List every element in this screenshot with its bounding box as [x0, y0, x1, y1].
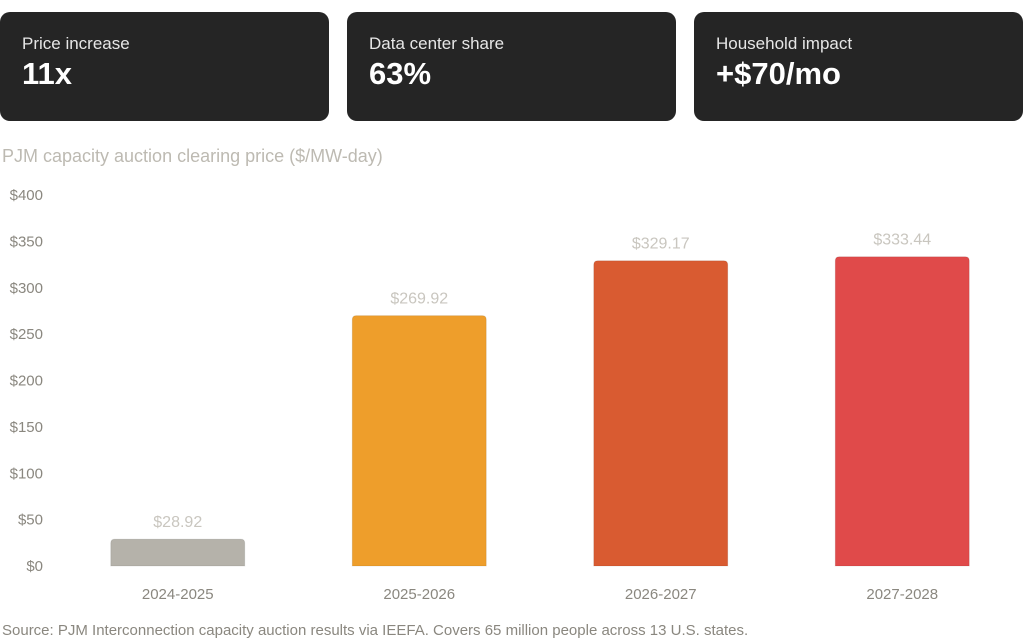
- stat-card-data-center-share: Data center share 63%: [347, 12, 676, 121]
- stat-label: Price increase: [22, 34, 130, 53]
- bar-2027-2028: [834, 256, 970, 567]
- y-tick-label: $400: [10, 187, 43, 204]
- data-label: $329.17: [632, 236, 690, 253]
- data-label: $333.44: [873, 232, 931, 249]
- bar-2026-2027: [593, 260, 729, 567]
- stat-label: Household impact: [716, 34, 853, 53]
- bar-2025-2026: [351, 315, 487, 567]
- y-tick-label: $200: [10, 373, 43, 390]
- x-tick-label: 2027-2028: [866, 586, 938, 603]
- stat-value: 11x: [22, 56, 73, 91]
- y-tick-label: $50: [18, 512, 43, 529]
- x-tick-label: 2025-2026: [383, 586, 455, 603]
- y-tick-label: $100: [10, 465, 43, 482]
- y-tick-label: $300: [10, 280, 43, 297]
- y-tick-label: $250: [10, 326, 43, 343]
- stat-value: 63%: [369, 56, 432, 91]
- y-tick-label: $0: [26, 558, 43, 575]
- stat-label: Data center share: [369, 34, 505, 53]
- data-label: $269.92: [390, 291, 448, 308]
- stat-card-household-impact: Household impact +$70/mo: [694, 12, 1023, 121]
- y-tick-label: $350: [10, 233, 43, 250]
- x-tick-label: 2026-2027: [625, 586, 697, 603]
- x-tick-label: 2024-2025: [142, 586, 214, 603]
- stat-value: +$70/mo: [716, 56, 841, 91]
- stat-card-price-increase: Price increase 11x: [0, 12, 329, 121]
- source-note: Source: PJM Interconnection capacity auc…: [2, 622, 749, 639]
- bar-2024-2025: [110, 538, 246, 567]
- data-label: $28.92: [153, 514, 202, 531]
- y-tick-label: $150: [10, 419, 43, 436]
- chart-title: PJM capacity auction clearing price ($/M…: [2, 146, 383, 166]
